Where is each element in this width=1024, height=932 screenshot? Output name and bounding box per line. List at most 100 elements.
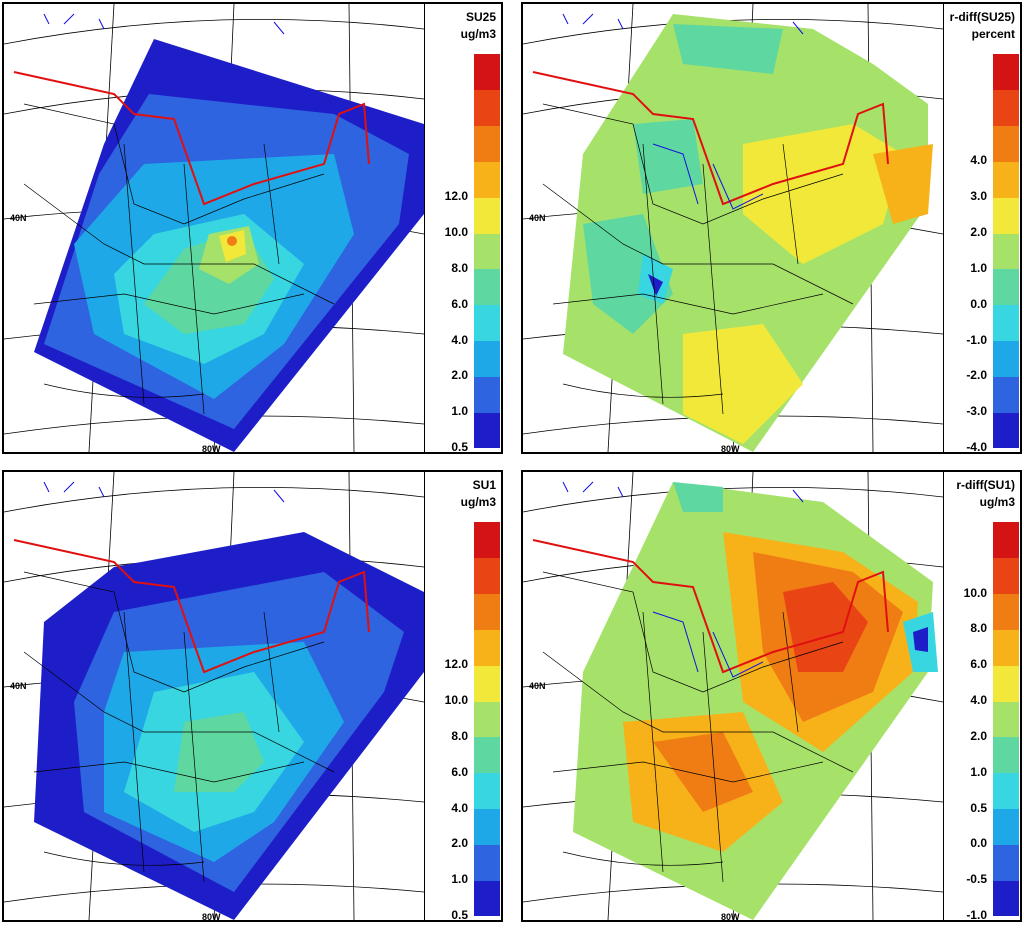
colorbar-swatch	[993, 304, 1019, 342]
colorbar-swatch	[474, 161, 500, 198]
colorbar-tick-label: -0.5	[966, 872, 987, 887]
colorbar-swatch	[993, 54, 1019, 91]
colorbar-tick-label: -1.0	[966, 908, 987, 922]
colorbar-swatch	[474, 557, 500, 595]
lakes	[43, 13, 285, 35]
colorbar-tick-label: 2.0	[970, 225, 987, 240]
colorbar-tick-label: 0.5	[451, 908, 468, 922]
colorbar-tick-label: 1.0	[970, 764, 987, 779]
concentration-field	[34, 39, 424, 452]
colorbar-swatch	[474, 54, 500, 91]
colorbar-tick-label: 2.0	[451, 368, 468, 383]
colorbar-tick-label: -1.0	[966, 332, 987, 347]
colorbar-tick-label: 12.0	[444, 657, 468, 672]
colorbar-title: SU25	[465, 10, 496, 24]
colorbar-tick-label: 4.0	[970, 693, 987, 708]
colorbar-tick-label: 4.0	[970, 153, 987, 168]
colorbar-tick-label: 6.0	[451, 296, 468, 311]
relative-difference-field	[573, 482, 938, 920]
colorbar-swatch	[993, 233, 1019, 270]
lat-label: 40N	[10, 681, 27, 691]
lon-label: 80W	[721, 912, 740, 920]
lon-label: 80W	[721, 444, 740, 452]
panel-su25: 40N 80W SU25 ug/m3 0.5 1.0 2.0 4.0 6.0 8.0 10.…	[2, 2, 503, 454]
colorbar-rdiff-su25: r-diff(SU25) percent -4.0 -3.0 -2.0 -1.0 0.0…	[943, 4, 1020, 454]
colorbar-title: r-diff(SU1)	[956, 478, 1015, 492]
lakes	[43, 481, 285, 503]
colorbar-tick-label: 0.0	[970, 836, 987, 851]
lat-label: 40N	[10, 213, 27, 223]
colorbar-tick-label: 0.5	[970, 800, 987, 815]
colorbar-tick-label: 4.0	[451, 332, 468, 347]
colorbar-tick-label: 0.5	[451, 440, 468, 454]
colorbar-tick-label: 10.0	[444, 225, 468, 240]
colorbar-tick-label: -2.0	[966, 368, 987, 383]
colorbar-tick-label: 12.0	[444, 189, 468, 204]
panel-rdiff-su1: 40N 80W r-diff(SU1) ug/m3 -1.0 -0.5 0.0 0.5…	[521, 470, 1022, 922]
colorbar-swatch	[993, 701, 1019, 738]
colorbar-tick-label: 6.0	[451, 764, 468, 779]
colorbar-tick-label: 1.0	[970, 260, 987, 275]
colorbar-rdiff-su1: r-diff(SU1) ug/m3 -1.0 -0.5 0.0 0.5 1.0 2.0 4.…	[943, 472, 1020, 922]
colorbar-swatch	[474, 880, 500, 917]
colorbar-tick-label: 0.0	[970, 296, 987, 311]
colorbar-swatch	[474, 844, 500, 881]
map-rdiff-su25: 40N 80W	[523, 4, 943, 452]
colorbar-swatch	[474, 340, 500, 377]
state-borders	[542, 571, 854, 883]
colorbar-swatch	[993, 89, 1019, 127]
colorbar-tick-label: -4.0	[966, 440, 987, 454]
panel-su1: 40N 80W SU1 ug/m3 0.5 1.0 2.0 4.0 6.0 8.0 10.0…	[2, 470, 503, 922]
concentration-field	[34, 532, 424, 920]
canada-border	[532, 539, 889, 674]
colorbar-swatch	[474, 197, 500, 234]
relative-difference-field	[563, 14, 933, 452]
colorbar-swatch	[474, 665, 500, 702]
colorbar-tick-label: 4.0	[451, 800, 468, 815]
colorbar-swatch	[474, 268, 500, 306]
colorbar-swatch	[474, 233, 500, 270]
panel-rdiff-su25: 40N 80W r-diff(SU25) percent -4.0 -3.0 -2.…	[521, 2, 1022, 454]
colorbar-tick-label: 10.0	[444, 693, 468, 708]
colorbar-swatch	[474, 701, 500, 738]
colorbar-title: SU1	[472, 478, 496, 492]
colorbar-tick-label: 1.0	[451, 404, 468, 419]
colorbar-swatch	[474, 304, 500, 342]
colorbar-swatch	[993, 268, 1019, 306]
colorbar-su1: SU1 ug/m3 0.5 1.0 2.0 4.0 6.0 8.0 10.0 12.0	[424, 472, 501, 922]
colorbar-swatch	[474, 629, 500, 666]
colorbar-tick-label: 6.0	[970, 657, 987, 672]
colorbar-swatch	[993, 557, 1019, 595]
lon-label: 80W	[202, 444, 221, 452]
colorbar-units: ug/m3	[460, 27, 496, 41]
canada-border	[13, 71, 370, 206]
colorbar-swatch	[474, 89, 500, 127]
colorbar-swatch	[474, 376, 500, 413]
colorbar-su25: SU25 ug/m3 0.5 1.0 2.0 4.0 6.0 8.0 10.0 12.0	[424, 4, 501, 454]
colorbar-tick-label: 8.0	[451, 260, 468, 275]
colorbar-swatch	[474, 125, 500, 162]
state-borders	[23, 571, 335, 883]
colorbar-swatch	[993, 880, 1019, 917]
lat-label: 40N	[529, 681, 546, 691]
colorbar-tick-label: 3.0	[970, 189, 987, 204]
colorbar-swatch	[474, 412, 500, 449]
colorbar-swatch	[993, 522, 1019, 559]
colorbar-swatch	[993, 593, 1019, 630]
lakes	[562, 481, 804, 678]
colorbar-swatch	[474, 522, 500, 559]
colorbar-tick-label: -3.0	[966, 404, 987, 419]
colorbar-units: ug/m3	[460, 495, 496, 509]
map-su1: 40N 80W	[4, 472, 424, 920]
lakes	[562, 13, 804, 210]
map-rdiff-su1: 40N 80W	[523, 472, 943, 920]
colorbar-swatch	[993, 808, 1019, 845]
colorbar-swatch	[474, 736, 500, 774]
lon-label: 80W	[202, 912, 221, 920]
colorbar-swatch	[993, 376, 1019, 413]
colorbar-swatch	[993, 412, 1019, 449]
state-borders	[23, 103, 335, 415]
colorbar-title: r-diff(SU25)	[949, 10, 1015, 24]
colorbar-swatch	[474, 593, 500, 630]
colorbar-swatch	[474, 772, 500, 810]
